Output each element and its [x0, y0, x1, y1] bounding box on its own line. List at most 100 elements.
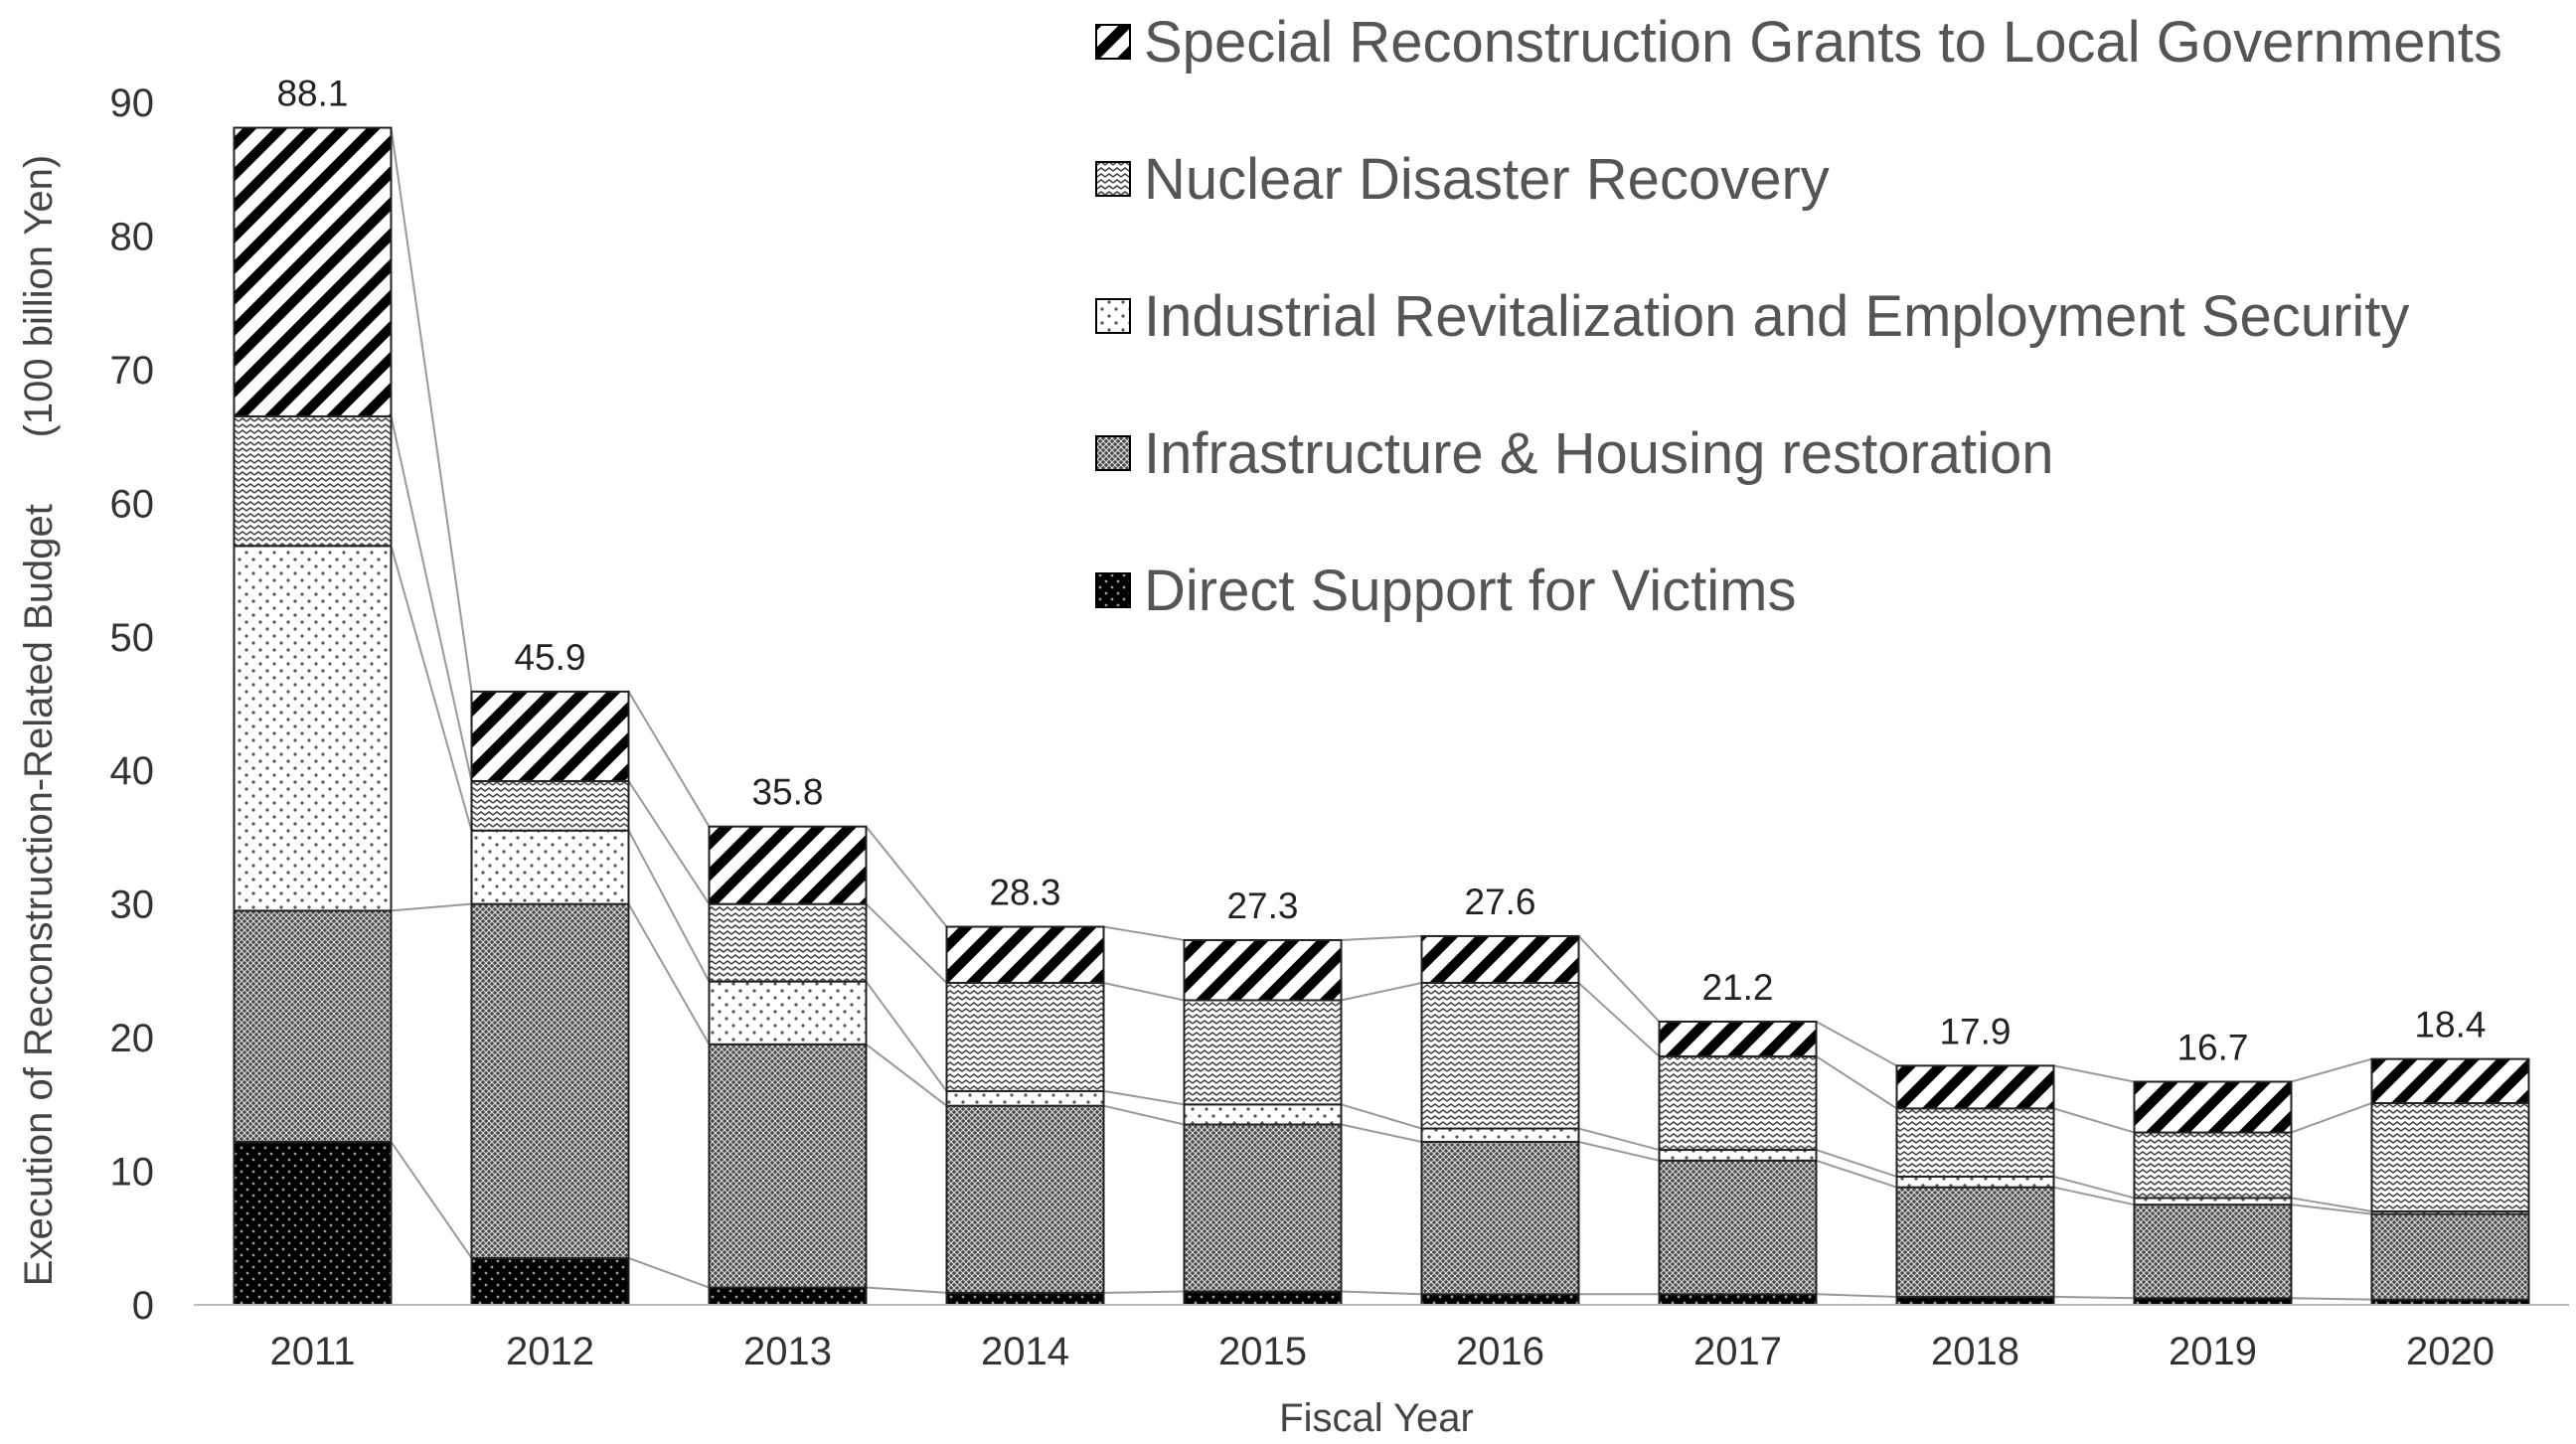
connector-line — [1341, 1290, 1422, 1296]
bar-segment — [1420, 1293, 1580, 1306]
legend-swatch — [1095, 24, 1131, 60]
total-data-label: 18.4 — [2414, 1005, 2486, 1045]
connector-line — [1103, 1104, 1185, 1126]
bar-segment — [945, 925, 1105, 984]
bar-segment — [2133, 1297, 2293, 1307]
connector-line — [2053, 1186, 2135, 1206]
x-tick-label: 2019 — [2169, 1330, 2257, 1373]
connector-line — [865, 981, 948, 1092]
total-data-label: 35.8 — [751, 772, 823, 813]
bar-segment — [708, 1286, 868, 1306]
y-tick-label: 60 — [110, 482, 155, 526]
connector-line — [2053, 1107, 2135, 1134]
connector-line — [390, 1141, 473, 1259]
connector-line — [627, 780, 711, 905]
bar-segment — [233, 545, 393, 912]
bar-segment — [1895, 1107, 2055, 1178]
y-tick-label: 20 — [110, 1017, 155, 1060]
connector-line — [391, 902, 472, 912]
y-tick-label: 30 — [110, 883, 155, 927]
bar-segment — [470, 779, 630, 832]
connector-lines — [390, 127, 2372, 1301]
x-tick-label: 2013 — [743, 1330, 832, 1373]
bar-segment — [1183, 938, 1343, 1002]
total-data-label: 45.9 — [514, 637, 585, 678]
connector-line — [1577, 935, 1661, 1023]
bar-segment — [1658, 1020, 1818, 1057]
connector-line — [2053, 1175, 2135, 1200]
x-tick-label: 2014 — [981, 1330, 1069, 1373]
legend-label: Infrastructure & Housing restoration — [1144, 421, 2054, 486]
bar-segment — [470, 690, 630, 782]
bar-segment — [1895, 1295, 2055, 1307]
bar-segment — [470, 1256, 630, 1307]
x-tick-label: 2015 — [1218, 1330, 1307, 1373]
y-axis-title: Execution of Reconstruction-Related Budg… — [17, 155, 61, 1286]
connector-line — [628, 1257, 710, 1289]
connector-line — [390, 127, 473, 693]
legend-swatch — [1095, 161, 1131, 197]
bar-segment — [945, 981, 1105, 1092]
connector-line — [1341, 982, 1422, 1002]
connector-line — [1341, 934, 1422, 941]
connector-line — [865, 1043, 948, 1107]
bar-segment — [1183, 999, 1343, 1106]
total-data-label: 16.7 — [2176, 1027, 2248, 1067]
legend-label: Special Reconstruction Grants to Local G… — [1144, 10, 2502, 75]
bar-segment — [1420, 1140, 1580, 1296]
bar-segment — [2370, 1101, 2530, 1212]
connector-line — [866, 1286, 947, 1294]
connector-line — [2291, 1102, 2372, 1134]
connector-line — [1578, 1127, 1660, 1152]
bar-segment — [2133, 1197, 2293, 1206]
connector-line — [1816, 1293, 1897, 1298]
legend-swatch — [1095, 572, 1131, 608]
connector-line — [2291, 1197, 2372, 1212]
y-tick-label: 90 — [110, 81, 155, 125]
y-tick-label: 80 — [110, 215, 155, 258]
bar-segment — [2370, 1057, 2530, 1104]
connector-line — [1816, 1021, 1897, 1067]
axes: 2011 2012 2013 2014 2015 2016 2017 2018 2019 2020… — [17, 81, 2569, 1440]
legend: Special Reconstruction Grants to Local G… — [1095, 10, 2502, 623]
connector-line — [1577, 982, 1661, 1057]
bar-segment — [708, 825, 868, 905]
bar-segment — [1420, 981, 1580, 1130]
bars: 88.1 45.9 35.8 28.3 27.3 27.6 21.2 17.9 16.7 18.4 — [233, 74, 2530, 1307]
bar-segment — [1658, 1149, 1818, 1162]
total-data-label: 27.6 — [1464, 882, 1535, 922]
bar-segment — [1895, 1064, 2055, 1110]
bar-segment — [708, 980, 868, 1045]
total-data-label: 21.2 — [1701, 967, 1773, 1008]
bar-segment — [1895, 1186, 2055, 1298]
x-tick-label: 2017 — [1693, 1330, 1782, 1373]
x-tick-label: 2018 — [1931, 1330, 2019, 1373]
connector-line — [627, 691, 711, 828]
connector-line — [627, 830, 711, 983]
bar-segment — [708, 902, 868, 983]
bar-segment — [1658, 1159, 1818, 1296]
bar-segment — [470, 829, 630, 905]
connector-line — [2291, 1297, 2372, 1301]
bar-segment — [233, 126, 393, 417]
connector-line — [1103, 1290, 1185, 1294]
connector-line — [865, 826, 948, 928]
bar-segment — [470, 902, 630, 1259]
connector-line — [1816, 1149, 1897, 1178]
connector-line — [1341, 1103, 1422, 1130]
connector-line — [1578, 1141, 1660, 1162]
bar-segment — [1658, 1293, 1818, 1306]
bar-segment — [2133, 1080, 2293, 1134]
bar-segment — [2133, 1203, 2293, 1300]
connector-line — [390, 415, 473, 782]
bar-segment — [1658, 1054, 1818, 1152]
connector-line — [1103, 982, 1185, 1002]
x-axis-title: Fiscal Year — [1279, 1396, 1474, 1439]
legend-swatch — [1095, 435, 1131, 471]
x-tick-label: 2020 — [2406, 1330, 2495, 1373]
bar-segment — [945, 1089, 1105, 1107]
connector-line — [1103, 1089, 1185, 1106]
bar-segment — [1183, 1290, 1343, 1306]
bar-segment — [233, 1140, 393, 1306]
